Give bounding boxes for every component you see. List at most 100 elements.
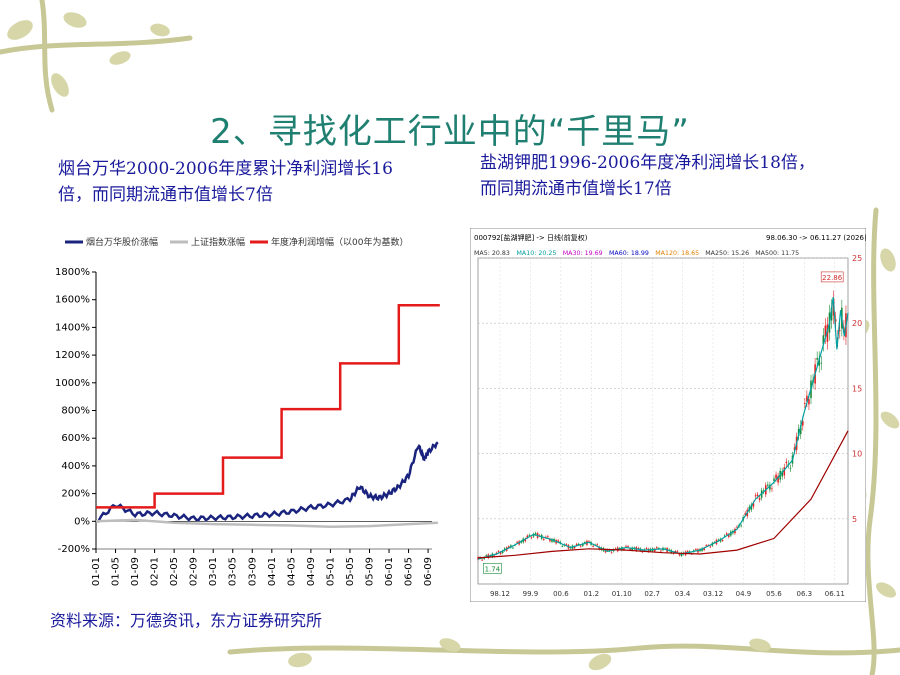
series-line-1 xyxy=(95,518,438,529)
ma-line-MA500 xyxy=(477,430,849,559)
candle-body xyxy=(658,548,660,549)
candle-body xyxy=(785,461,788,464)
candle-body xyxy=(483,557,485,559)
candle-body xyxy=(508,546,510,548)
x-tick-label: 06-05 xyxy=(404,557,415,586)
candle-body xyxy=(573,546,576,549)
candle-body xyxy=(547,536,549,538)
candle-body xyxy=(806,395,808,402)
yanhu-stock-chart: 000792[盐湖钾肥] -> 日线(前复权) 98.06.30 -> 06.1… xyxy=(469,227,874,603)
x-tick-label: 02-05 xyxy=(169,557,180,586)
x-tick-label: 04.9 xyxy=(736,590,752,598)
y-tick-label: 0% xyxy=(74,516,90,527)
candle-body xyxy=(629,548,631,551)
x-tick-label: 05-01 xyxy=(325,557,336,586)
x-tick-label: 06.3 xyxy=(797,590,813,598)
x-tick-label: 04-05 xyxy=(286,557,297,586)
x-tick-label: 03.12 xyxy=(703,590,723,598)
low-price-annotation: 1.74 xyxy=(485,565,501,573)
candle-body xyxy=(499,552,502,554)
x-tick-label: 01-09 xyxy=(130,557,141,586)
candle-body xyxy=(610,552,613,554)
y-tick-label: 800% xyxy=(61,406,90,417)
candle-body xyxy=(758,497,761,500)
x-tick-label: 04-01 xyxy=(267,557,278,586)
y-tick-label: 400% xyxy=(61,461,90,472)
x-tick-label: 99.9 xyxy=(523,590,539,598)
y-tick-label: 1200% xyxy=(55,350,90,361)
candle-body xyxy=(565,544,568,545)
candle-body xyxy=(799,425,802,435)
candle-body xyxy=(592,545,594,547)
candle-body xyxy=(750,504,753,510)
candle-body xyxy=(501,550,504,553)
candle-body xyxy=(834,319,837,322)
candle-body xyxy=(481,559,483,561)
x-tick-label: 02-09 xyxy=(189,557,200,586)
candle-body xyxy=(660,550,662,552)
x-tick-label: 01.2 xyxy=(584,590,600,598)
candle-body xyxy=(767,484,769,486)
candle-body xyxy=(725,533,728,535)
candle-body xyxy=(551,539,553,542)
ma-label: MA500: 11.75 xyxy=(755,250,799,257)
ma-line-MA5 xyxy=(477,297,849,560)
y-tick-label: 600% xyxy=(61,433,90,444)
candle-body xyxy=(614,548,617,550)
x-tick-label: 05.6 xyxy=(766,590,782,598)
candle-body xyxy=(820,362,823,364)
x-tick-label: 03-01 xyxy=(208,557,219,586)
candle-body xyxy=(838,330,841,332)
candle-body xyxy=(830,307,833,321)
ma-label: MA250: 15.26 xyxy=(705,250,749,257)
caption-left: 烟台万华2000-2006年度累计净利润增长16倍，而同期流通市值增长7倍 xyxy=(58,159,393,205)
candle-body xyxy=(777,475,779,483)
series-line-0 xyxy=(95,441,439,523)
candle-body xyxy=(477,557,479,560)
candle-body xyxy=(575,543,578,546)
candle-body xyxy=(771,488,773,490)
candle-body xyxy=(723,535,726,537)
candle-body xyxy=(485,555,488,557)
y-tick-label: 1600% xyxy=(55,295,90,306)
candle-body xyxy=(678,553,681,556)
y-tick-label: 25 xyxy=(852,254,862,263)
candle-body xyxy=(606,549,609,551)
candle-body xyxy=(717,539,720,541)
x-tick-label: 02.7 xyxy=(644,590,660,598)
y-tick-label: 200% xyxy=(61,489,90,500)
candle-body xyxy=(676,551,679,552)
candle-body xyxy=(557,540,559,542)
x-tick-label: 01-05 xyxy=(111,557,122,586)
candle-body xyxy=(826,324,829,342)
candle-body xyxy=(516,541,518,543)
ma-label: MA60: 18.99 xyxy=(609,250,649,257)
candle-body xyxy=(801,420,804,426)
x-tick-label: 05-09 xyxy=(364,557,375,586)
candle-body xyxy=(656,547,658,549)
y-tick-label: -200% xyxy=(58,544,90,555)
candle-body xyxy=(534,533,537,535)
candle-body xyxy=(775,474,777,479)
chart-legend: 烟台万华股价涨幅 上证指数涨幅 年度净利润增幅（以00年为基数） xyxy=(65,236,408,248)
x-tick-label: 03-05 xyxy=(228,557,239,586)
candle-body xyxy=(793,447,796,451)
y-tick-label: 1400% xyxy=(55,322,90,333)
candle-body xyxy=(526,535,529,538)
x-tick-label: 06.11 xyxy=(825,590,845,598)
wanhua-growth-chart: 烟台万华股价涨幅 上证指数涨幅 年度净利润增幅（以00年为基数） 1800% 1600… xyxy=(55,236,440,586)
candle-body xyxy=(781,471,784,477)
candle-body xyxy=(627,546,629,548)
y-tick-label: 1800% xyxy=(55,267,90,278)
x-tick-label: 01.10 xyxy=(612,590,632,598)
candle-body xyxy=(596,544,599,546)
candle-body xyxy=(582,543,584,546)
slide-title: 2、寻找化工行业中的“千里马” xyxy=(210,112,690,152)
y-tick-label: 5 xyxy=(852,515,857,524)
series-line-2 xyxy=(96,303,440,509)
source-note: 资料来源：万德资讯，东方证券研究所 xyxy=(50,611,323,630)
y-tick-label: 10 xyxy=(852,450,862,459)
candle-body xyxy=(804,403,806,404)
candle-body xyxy=(752,503,755,507)
candle-body xyxy=(542,539,545,540)
